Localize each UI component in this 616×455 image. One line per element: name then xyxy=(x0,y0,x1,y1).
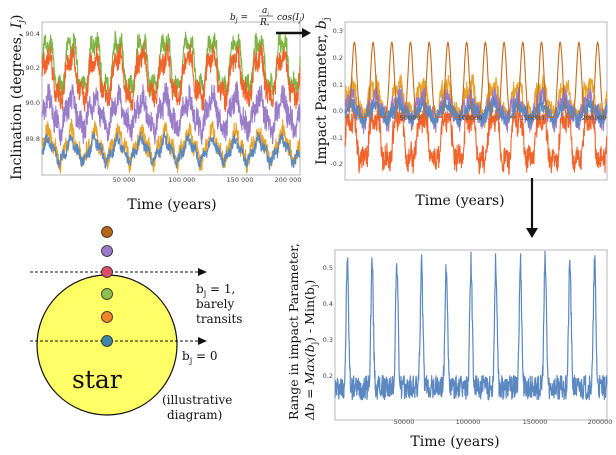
planet-dot xyxy=(101,335,113,347)
inclination-x-tick: 100 000 xyxy=(169,176,196,184)
range-x-tick: 50000 xyxy=(394,418,415,426)
planet-dot xyxy=(101,245,113,257)
impact-x-tick: 50000 xyxy=(400,114,421,122)
impact-y-tick: -0.2 xyxy=(330,160,343,168)
central-line-arrowhead xyxy=(198,337,207,345)
impact-y-tick: 0.3 xyxy=(333,27,343,35)
inclination-y-tick: 90.2 xyxy=(26,64,40,72)
star-diagram: bj = 1, barely transits bj = 0 star (ill… xyxy=(30,226,242,422)
right-arrow-head xyxy=(302,28,311,38)
impact-x-tick: 200000 xyxy=(582,114,607,122)
impact-ticks: 50000 100000 150000 200000 -0.2 -0.1 0.0… xyxy=(330,27,606,168)
inclination-y-label: Inclination (degrees, Ij) xyxy=(9,14,27,180)
star-label: star xyxy=(72,365,122,394)
impact-x-tick: 100000 xyxy=(458,114,483,122)
p2-series-series-line xyxy=(344,41,608,118)
inclination-plot-frame xyxy=(41,21,301,176)
p1-series-series-line xyxy=(41,80,301,146)
b1-label-barely: barely xyxy=(196,297,235,311)
impact-y-tick: 0.2 xyxy=(333,54,343,62)
impact-parameter-chart: 50000 100000 150000 200000 -0.2 -0.1 0.0… xyxy=(314,18,608,209)
p1-series-series-line xyxy=(41,131,301,170)
inclination-x-tick: 200 000 xyxy=(275,176,302,184)
range-x-tick: 200000 xyxy=(588,418,613,426)
impact-y-tick: 0.1 xyxy=(333,81,343,89)
inclination-chart: 50 000 100 000 150 000 200 000 89.8 90.0… xyxy=(9,14,301,213)
inclination-x-tick: 50 000 xyxy=(113,176,136,184)
formula-annotation: bj = aj R* cos(Ij) xyxy=(230,6,311,38)
range-x-tick: 150000 xyxy=(523,418,548,426)
range-y-label-line1: Range in impact Parameter, xyxy=(286,243,301,420)
impact-y-tick: 0.0 xyxy=(333,107,343,115)
impact-y-label: Impact Parameter, bj xyxy=(314,18,332,166)
down-arrow-head xyxy=(526,228,538,238)
inclination-y-tick: 90.0 xyxy=(26,99,40,107)
range-y-tick: 0.5 xyxy=(323,264,333,272)
b1-label: bj = 1, xyxy=(196,282,235,298)
range-series-line xyxy=(334,250,608,401)
planet-dot xyxy=(101,226,113,238)
range-y-tick: 0.3 xyxy=(323,336,333,344)
impact-formula-denominator: R* xyxy=(259,18,270,29)
illustrative-note-2: diagram) xyxy=(167,408,222,422)
inclination-y-tick: 89.8 xyxy=(26,135,40,143)
inclination-x-tick: 150 000 xyxy=(227,176,254,184)
range-y-tick: 0.4 xyxy=(323,300,333,308)
impact-formula-cos: cos(Ij) xyxy=(277,12,305,24)
inclination-y-tick: 90.4 xyxy=(26,30,40,38)
impact-range-chart: 50000 100000 150000 200000 0.2 0.3 0.4 0… xyxy=(286,243,612,450)
impact-series-group xyxy=(344,41,608,175)
range-x-label: Time (years) xyxy=(410,434,499,450)
impact-formula-numerator: aj xyxy=(262,6,269,17)
planet-dots xyxy=(101,226,113,347)
p1-series-series-line xyxy=(41,41,301,112)
range-x-tick: 100000 xyxy=(456,418,481,426)
impact-y-tick: -0.1 xyxy=(330,134,343,142)
impact-x-tick: 150000 xyxy=(520,114,545,122)
range-series-group xyxy=(334,250,608,401)
grazing-line-arrowhead xyxy=(198,268,207,276)
planet-dot xyxy=(101,266,113,278)
planet-dot xyxy=(101,311,113,323)
down-arrow xyxy=(526,178,538,238)
p2-series-series-line xyxy=(344,95,608,129)
planet-dot xyxy=(101,288,113,300)
illustrative-note-1: (illustrative xyxy=(162,393,232,407)
b0-label: bj = 0 xyxy=(182,349,218,365)
range-y-label-line2: Δb = Max(bj) - Min(bj) xyxy=(302,280,319,421)
impact-formula: bj = xyxy=(230,13,248,24)
inclination-ticks: 50 000 100 000 150 000 200 000 89.8 90.0… xyxy=(26,30,302,184)
p2-series-series-line xyxy=(344,102,608,175)
range-ticks: 50000 100000 150000 200000 0.2 0.3 0.4 0… xyxy=(323,264,613,426)
impact-x-label: Time (years) xyxy=(415,193,504,209)
inclination-series-group xyxy=(41,30,301,174)
b1-label-transits: transits xyxy=(196,312,242,326)
range-plot-frame xyxy=(334,249,608,421)
p1-series-series-line xyxy=(41,30,301,99)
range-y-tick: 0.2 xyxy=(323,372,333,380)
inclination-x-label: Time (years) xyxy=(127,197,216,213)
